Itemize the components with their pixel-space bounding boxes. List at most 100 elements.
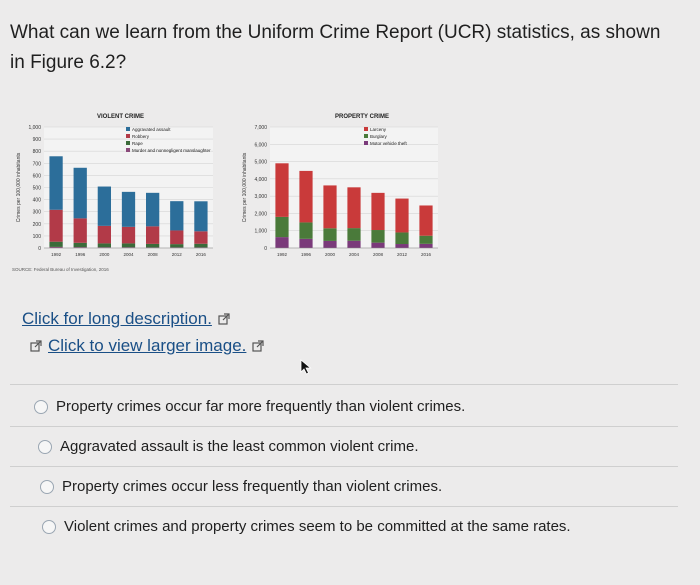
chart-title: PROPERTY CRIME [335, 114, 389, 120]
y-tick-label: 1,000 [254, 229, 267, 235]
larger-image-link[interactable]: Click to view larger image. [30, 332, 265, 359]
bar-segment [323, 185, 337, 229]
bar-segment [146, 226, 160, 244]
bar-segment [170, 244, 184, 248]
bar-segment [121, 191, 136, 227]
answer-option-1[interactable]: Property crimes occur far more frequentl… [34, 398, 465, 415]
divider [10, 384, 678, 385]
bar-segment [323, 228, 337, 241]
bar-segment [97, 243, 111, 248]
y-tick-label: 700 [33, 161, 42, 167]
bar-segment [371, 242, 385, 248]
bar-segment [73, 242, 87, 248]
x-tick-label: 2004 [349, 252, 360, 257]
bar-segment [419, 235, 433, 244]
bar-segment [419, 243, 433, 248]
figure-links: Click for long description. Click to vie… [22, 305, 265, 359]
legend-swatch [364, 141, 368, 145]
y-tick-label: 200 [33, 222, 42, 228]
x-tick-label: 2016 [196, 252, 207, 257]
legend-entry: Motor vehicle theft [370, 141, 408, 146]
radio-button[interactable] [34, 399, 48, 414]
x-tick-label: 1996 [301, 252, 312, 257]
crime-charts: 1,000 900 800 700 600 500 400 300 200 100 0 Crimes … [12, 114, 438, 272]
bar-segment [395, 232, 409, 245]
bar-segment [194, 231, 208, 244]
bar-segment [275, 163, 289, 217]
legend-swatch [126, 134, 130, 138]
y-tick-label: 3,000 [254, 194, 267, 200]
y-tick-label: 100 [33, 234, 42, 240]
bar-segment [73, 167, 87, 219]
y-axis-label: Crimes per 100,000 inhabitants [16, 152, 22, 222]
radio-button[interactable] [42, 519, 56, 534]
source-note: SOURCE: Federal Bureau of Investigation,… [12, 267, 109, 272]
question-text: What can we learn from the Uniform Crime… [10, 22, 661, 73]
bar-segment [194, 243, 208, 248]
bar-segment [121, 226, 136, 244]
bar-segment [170, 247, 184, 248]
mouse-pointer-icon [300, 359, 312, 375]
y-tick-label: 7,000 [254, 125, 267, 131]
y-tick-label: 300 [33, 210, 42, 216]
x-tick-label: 1996 [75, 252, 86, 257]
answer-option-3[interactable]: Property crimes occur less frequently th… [40, 478, 442, 495]
legend-entry: Larceny [370, 127, 387, 132]
y-tick-label: 900 [33, 137, 42, 143]
x-tick-label: 2012 [172, 252, 183, 257]
x-tick-label: 2004 [123, 252, 134, 257]
bar-segment [299, 238, 313, 248]
bar-segment [194, 247, 208, 248]
bar-segment [49, 209, 63, 242]
bar-segment [347, 187, 361, 229]
bar-segment [73, 218, 87, 243]
bar-segment [49, 246, 63, 248]
long-description-label: Click for long description. [22, 309, 212, 328]
y-tick-label: 0 [264, 246, 267, 252]
answer-option-4[interactable]: Violent crimes and property crimes seem … [42, 518, 571, 535]
divider [10, 426, 678, 427]
x-tick-label: 2008 [148, 252, 159, 257]
answer-option-text: Violent crimes and property crimes seem … [64, 518, 571, 535]
bar-segment [49, 241, 63, 247]
chart-title: VIOLENT CRIME [97, 114, 144, 120]
figure-6-2: 1,000 900 800 700 600 500 400 300 200 100 0 Crimes … [8, 105, 448, 285]
external-link-icon [218, 312, 230, 325]
bar-segment [97, 186, 111, 226]
external-link-icon [30, 339, 42, 352]
bar-segment [146, 247, 160, 248]
legend-entry: Aggravated assault [132, 127, 171, 132]
y-axis-label: Crimes per 100,000 inhabitants [242, 152, 248, 222]
long-description-link[interactable]: Click for long description. [22, 305, 264, 332]
radio-button[interactable] [38, 439, 52, 454]
bar-segment [49, 156, 63, 210]
y-tick-label: 600 [33, 173, 42, 179]
x-tick-label: 1992 [51, 252, 62, 257]
bar-segment [395, 244, 409, 248]
answer-option-2[interactable]: Aggravated assault is the least common v… [38, 438, 419, 455]
bar-segment [97, 225, 111, 244]
bar-segment [194, 201, 208, 232]
y-tick-label: 0 [38, 246, 41, 252]
y-tick-label: 800 [33, 149, 42, 155]
x-tick-label: 2012 [397, 252, 408, 257]
divider [10, 506, 678, 507]
divider [10, 466, 678, 467]
answer-option-text: Property crimes occur less frequently th… [62, 478, 443, 495]
y-tick-label: 4,000 [254, 177, 267, 183]
bar-segment [299, 222, 313, 239]
y-tick-label: 6,000 [254, 142, 267, 148]
larger-image-label: Click to view larger image. [48, 336, 247, 355]
answer-option-text: Aggravated assault is the least common v… [60, 438, 419, 455]
bar-segment [371, 192, 385, 231]
bar-segment [323, 240, 337, 248]
radio-button[interactable] [40, 479, 54, 494]
y-tick-label: 1,000 [28, 125, 41, 131]
legend-entry: Murder and nonnegligent manslaughter [132, 148, 211, 153]
legend-entry: Rape [132, 141, 143, 146]
legend-swatch [364, 134, 368, 138]
y-tick-label: 5,000 [254, 160, 267, 166]
bar-segment [371, 230, 385, 243]
answer-option-text: Property crimes occur far more frequentl… [56, 398, 466, 415]
bar-segment [275, 216, 289, 238]
